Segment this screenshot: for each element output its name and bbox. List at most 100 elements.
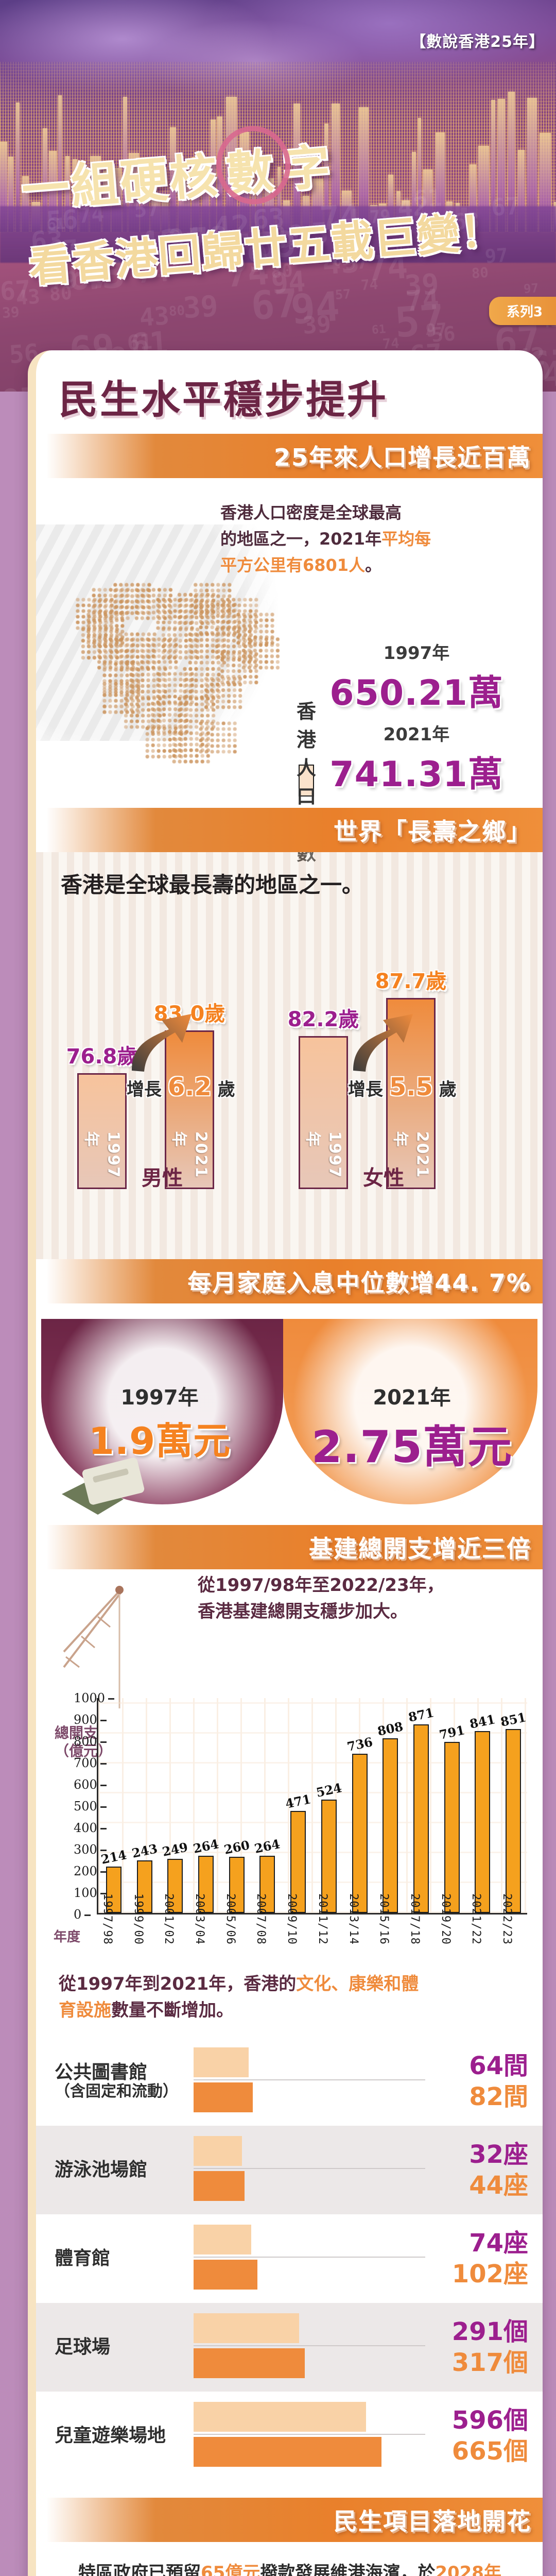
facility-row: 游泳池場館 32座 44座 <box>36 2126 543 2214</box>
longevity-growth-value: 5.5 <box>389 1073 433 1101</box>
facility-value-2021: 665個 <box>425 2436 528 2467</box>
x-axis-tick: 2003/04 <box>193 1893 206 1945</box>
facility-bar-1997 <box>194 2136 242 2166</box>
facility-values: 32座 44座 <box>425 2139 528 2201</box>
chart-bar: 264 2003/04 <box>198 1856 214 1913</box>
population-paragraph-hl1: 平均每 <box>381 529 431 549</box>
facility-value-1997: 64間 <box>425 2050 528 2081</box>
facility-bars <box>194 2400 425 2472</box>
longevity-bar-value: 87.7歲 <box>375 964 447 994</box>
y-axis-tick: 600 <box>74 1777 97 1792</box>
population-paragraph-part2: 的地區之一，2021年 <box>220 529 381 549</box>
longevity-growth-value: 6.2 <box>168 1073 212 1101</box>
y-axis-tick: 100 <box>74 1886 97 1900</box>
longevity-block: 香港是全球最長壽的地區之一。 76.8歲 1997年 83.0歲 2021年 增長 6.… <box>36 852 543 1259</box>
section-header-income-label: 每月家庭入息中位數增44. 7% <box>187 1264 531 1298</box>
longevity-lead: 香港是全球最長壽的地區之一。 <box>61 868 363 899</box>
facility-bar-separator <box>194 2079 425 2080</box>
population-year-2021: 2021年 <box>299 720 534 745</box>
facility-bar-2021 <box>194 2260 257 2290</box>
facility-bars <box>194 2045 425 2117</box>
income-year-1997: 1997年 <box>57 1381 263 1411</box>
infra-x-axis-label: 年度 <box>54 1930 80 1945</box>
section-header-longevity-label: 世界「長壽之鄉」 <box>334 813 531 847</box>
longevity-growth-label: 增長 6.2 歲 <box>127 1073 235 1101</box>
section-header-infra: 基建總開支增近三倍 <box>46 1525 543 1569</box>
hero-banner: 3967746943798097426157639456746739677469… <box>0 0 556 392</box>
chart-bar: 264 2007/08 <box>259 1856 275 1913</box>
hero-headline-line1-a: 一組硬核 <box>20 148 221 218</box>
facility-value-1997: 596個 <box>425 2405 528 2436</box>
y-axis-tick: 500 <box>74 1799 97 1814</box>
facility-name: 足球場 <box>55 2336 194 2358</box>
section-header-income: 每月家庭入息中位數增44. 7% <box>46 1259 543 1303</box>
hero-headline-circled-char: 數 <box>216 132 285 205</box>
longevity-bar-value: 82.2歲 <box>288 1003 359 1032</box>
x-axis-tick: 2009/10 <box>285 1893 298 1945</box>
y-axis-tick: 400 <box>74 1821 97 1835</box>
facilities-lead-h1: 文化、康樂和體 <box>296 1974 419 1994</box>
longevity-growth-prefix: 增長 <box>127 1079 162 1100</box>
facility-bar-2021 <box>194 2082 253 2112</box>
facilities-table: 公共圖書館 （含固定和流動） 64間 82間 游泳池場館 32座 44座 體育館 74座 102座… <box>36 2037 543 2480</box>
x-axis-tick: 2017/18 <box>408 1893 421 1945</box>
content-card: 民生水平穩步提升 25年來人口增長近百萬 香港人口密度是全球最高 的地區之一，2… <box>28 350 543 2576</box>
page-title: 民生水平穩步提升 <box>59 368 543 425</box>
income-1997: 1997年 1.9萬元 <box>57 1381 263 1465</box>
y-axis-tick: 0 <box>74 1907 81 1922</box>
growth-arrow-icon <box>350 993 417 1081</box>
chart-bar: 851 2022/23 <box>506 1729 521 1913</box>
x-axis-tick: 1997/98 <box>101 1893 114 1945</box>
section-header-population-label: 25年來人口增長近百萬 <box>274 439 531 473</box>
harbour-h2: 2028年 <box>435 2563 501 2576</box>
facility-row: 兒童遊樂場地 596個 665個 <box>36 2392 543 2480</box>
facility-value-1997: 291個 <box>425 2316 528 2347</box>
facility-bar-1997 <box>194 2313 299 2343</box>
infra-chart-block: 從1997/98年至2022/23年， 香港基建總開支穩步加大。 總開支 （億元… <box>36 1569 543 1961</box>
population-box-title: 香港人口總數 <box>299 765 314 796</box>
facility-name-sub: （含固定和流動） <box>55 2083 194 2101</box>
facility-bar-1997 <box>194 2047 249 2077</box>
facility-row: 足球場 291個 317個 <box>36 2303 543 2392</box>
facility-name: 游泳池場館 <box>55 2159 194 2180</box>
facility-name: 兒童遊樂場地 <box>55 2425 194 2446</box>
facility-value-2021: 102座 <box>425 2259 528 2290</box>
facility-bar-separator <box>194 2168 425 2169</box>
infra-lead-line2: 香港基建總開支穩步加大。 <box>198 1599 527 1625</box>
y-axis-tick: 700 <box>74 1756 97 1770</box>
longevity-growth-suffix: 歲 <box>218 1079 235 1100</box>
y-axis-tick: 900 <box>74 1713 97 1727</box>
growth-arrow-icon <box>129 993 196 1081</box>
population-value-2021: 741.31萬 <box>299 745 534 796</box>
facility-values: 596個 665個 <box>425 2405 528 2467</box>
harbour-h1: 65億元 <box>201 2563 260 2576</box>
x-axis-tick: 2001/02 <box>162 1893 175 1945</box>
section-header-population: 25年來人口增長近百萬 <box>46 434 543 478</box>
infra-plot-area: 0 100 200 300 400 500 600 700 800 900 1000 214 1997/… <box>97 1698 527 1914</box>
income-value-1997: 1.9萬元 <box>57 1411 263 1465</box>
chart-bar: 260 2005/06 <box>229 1857 245 1913</box>
infographic-page: 3967746943798097426157639456746739677469… <box>0 0 556 2576</box>
y-axis-tick: 800 <box>74 1734 97 1749</box>
income-year-2021: 2021年 <box>299 1381 525 1411</box>
harbour-paragraph: 特區政府已預留65億元撥款發展維港海濱，於2028年把長廊增至34公里，推展共9… <box>61 2560 518 2576</box>
x-axis-tick: 2022/23 <box>500 1893 513 1945</box>
chart-bar: 471 2009/10 <box>290 1811 306 1913</box>
facility-value-2021: 44座 <box>425 2170 528 2201</box>
x-axis-tick: 1999/00 <box>132 1893 145 1945</box>
population-value-1997: 650.21萬 <box>299 664 534 715</box>
chart-bar: 808 2015/16 <box>383 1738 398 1913</box>
longevity-bar-chart: 76.8歲 1997年 83.0歲 2021年 增長 6.2 歲男性 82.2歲 1997年… <box>57 929 520 1218</box>
harbour-p2: 撥款發展維港海濱，於 <box>260 2563 435 2576</box>
facilities-lead-h2: 育設施 <box>59 2000 111 2021</box>
longevity-growth-prefix: 增長 <box>348 1079 383 1100</box>
income-2021: 2021年 2.75萬元 <box>299 1381 525 1475</box>
series-tag: 系列3 <box>489 297 556 325</box>
facility-bar-separator <box>194 2345 425 2346</box>
chart-bar: 871 2017/18 <box>413 1724 429 1913</box>
facility-value-1997: 32座 <box>425 2139 528 2170</box>
longevity-bar-value: 76.8歲 <box>66 1040 138 1070</box>
facility-value-2021: 317個 <box>425 2347 528 2378</box>
facility-bars <box>194 2134 425 2206</box>
chart-bar: 524 2011/12 <box>321 1800 337 1913</box>
